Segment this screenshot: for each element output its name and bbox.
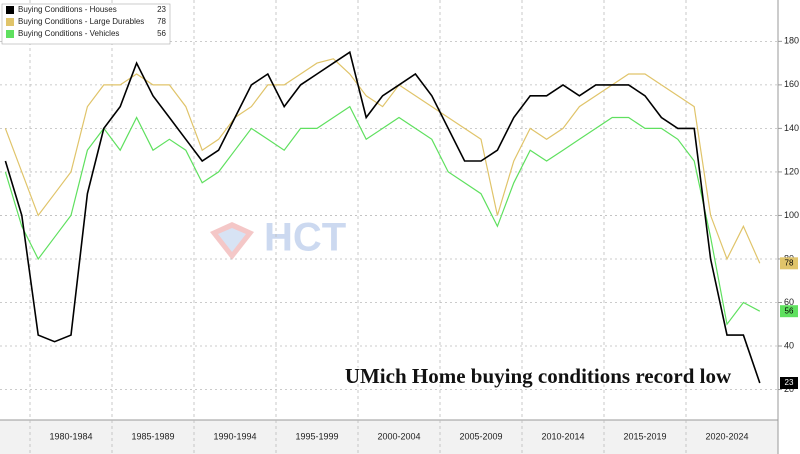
annotation: UMich Home buying conditions record low	[345, 364, 732, 388]
legend: Buying Conditions - Vehicles 56 Buying Con…	[1, 3, 171, 45]
y-tick-label: 120	[784, 166, 799, 176]
x-tick-label: 2005-2009	[459, 431, 502, 441]
legend-value: 56	[157, 29, 166, 38]
last-value-label: 56	[785, 306, 794, 315]
x-axis-band	[0, 420, 778, 454]
legend-label: Buying Conditions - Large Durables	[18, 17, 144, 26]
watermark-logo	[218, 228, 246, 252]
y-tick-label: 100	[784, 210, 799, 220]
legend-swatch	[6, 18, 14, 26]
legend-label: Buying Conditions - Houses	[18, 5, 117, 14]
y-tick-label: 40	[784, 340, 794, 350]
legend-value: 23	[157, 5, 166, 14]
series-line	[4, 50, 761, 384]
legend-swatch	[6, 30, 14, 38]
last-value-badge	[780, 377, 798, 390]
y-tick-label: 140	[784, 123, 799, 133]
x-tick-label: 1985-1989	[131, 431, 174, 441]
legend-swatch	[6, 6, 14, 14]
x-tick-label: 1990-1994	[213, 431, 256, 441]
last-value-label: 78	[785, 258, 794, 267]
x-tick-label: 1995-1999	[295, 431, 338, 441]
x-tick-label: 2020-2024	[705, 431, 748, 441]
last-value-label: 23	[785, 378, 794, 387]
y-tick-label: 180	[784, 36, 799, 46]
last-value-badge	[780, 257, 798, 270]
watermark-logo	[210, 222, 254, 260]
legend-box	[1, 3, 171, 45]
legend-value: 78	[157, 17, 166, 26]
x-tick-label: 1980-1984	[49, 431, 92, 441]
watermark: HCT	[210, 216, 346, 260]
last-value-badge	[780, 305, 798, 318]
x-tick-label: 2015-2019	[623, 431, 666, 441]
watermark-text: HCT	[264, 216, 346, 260]
x-tick-label: 2010-2014	[541, 431, 584, 441]
x-tick-label: 2000-2004	[377, 431, 420, 441]
y-tick-label: 60	[784, 297, 794, 307]
legend-label: Buying Conditions - Vehicles	[18, 29, 119, 38]
y-tick-label: 160	[784, 79, 799, 89]
series-line	[4, 105, 761, 326]
